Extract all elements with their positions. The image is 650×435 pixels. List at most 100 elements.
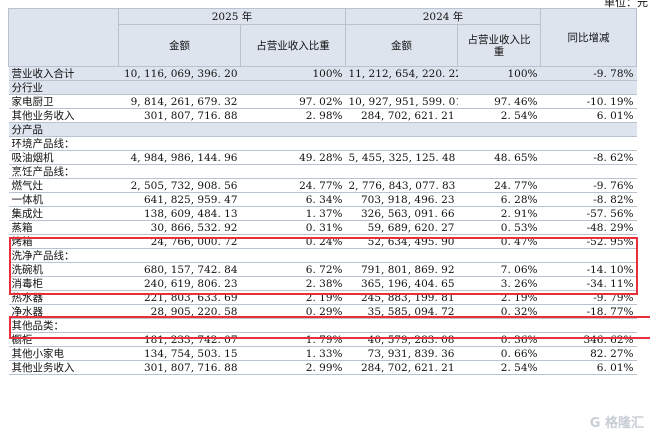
table-row: 洗碗机 680, 157, 742. 84 6. 72% 791, 801, 869.… [8, 262, 637, 277]
cell-share-2025: 1. 37% [240, 206, 346, 221]
cell-share-2024: 0. 32% [457, 304, 541, 319]
cell-amount-2025: 9, 814, 261, 679. 32 [118, 94, 241, 109]
revenue-table: 2025 年 2024 年 同比增减 金额 占营业收入比重 金额 占营业收入比重… [8, 8, 637, 375]
cell-yoy [540, 164, 637, 179]
cell-label: 蒸箱 [8, 220, 119, 235]
cell-share-2025: 2. 99% [240, 360, 346, 375]
cell-share-2024: 48. 65% [457, 150, 541, 165]
cell-share-2024: 24. 77% [457, 178, 541, 193]
cell-share-2024: 0. 66% [457, 346, 541, 361]
table-row: 蒸箱 30, 866, 532. 92 0. 31% 59, 689, 620. 27… [8, 220, 637, 235]
cell-yoy: -8. 82% [540, 192, 637, 207]
cell-share-2025 [240, 80, 346, 95]
cell-label: 一体机 [8, 192, 119, 207]
cell-yoy: -9. 78% [540, 66, 637, 81]
cell-label: 分产品 [8, 122, 119, 137]
header-blank [8, 8, 119, 67]
cell-share-2024: 2. 91% [457, 206, 541, 221]
cell-share-2025: 0. 29% [240, 304, 346, 319]
cell-yoy: -8. 62% [540, 150, 637, 165]
cell-yoy [540, 248, 637, 263]
cell-share-2025 [240, 248, 346, 263]
table-row: 其他品类： [8, 318, 637, 333]
table-row: 橱柜 181, 233, 742. 07 1. 79% 40, 579, 283. 0… [8, 332, 637, 347]
table-row: 其他业务收入 301, 807, 716. 88 2. 99% 284, 702, 6… [8, 360, 637, 375]
cell-amount-2025: 301, 807, 716. 88 [118, 108, 241, 123]
cell-yoy: -18. 77% [540, 304, 637, 319]
table-row: 净水器 28, 905, 220. 58 0. 29% 35, 585, 094. 7… [8, 304, 637, 319]
header-row-columns: 金额 占营业收入比重 金额 占营业收入比重 [9, 24, 637, 67]
cell-label: 烹饪产品线： [8, 164, 119, 179]
header-year-2025: 2025 年 [118, 8, 346, 25]
cell-yoy: -48. 29% [540, 220, 637, 235]
header-amount-2024: 金额 [345, 24, 458, 67]
cell-amount-2025: 4, 984, 986, 144. 96 [118, 150, 241, 165]
cell-share-2025: 0. 31% [240, 220, 346, 235]
cell-label: 营业收入合计 [8, 66, 119, 81]
cell-share-2024: 97. 46% [457, 94, 541, 109]
cell-amount-2024 [345, 318, 458, 333]
cell-amount-2025 [118, 136, 241, 151]
cell-yoy [540, 80, 637, 95]
table-row: 烹饪产品线： [8, 164, 637, 179]
cell-label: 吸油烟机 [8, 150, 119, 165]
table-row: 分行业 [8, 80, 637, 95]
cell-share-2024: 6. 28% [457, 192, 541, 207]
cell-amount-2024: 11, 212, 654, 220. 22 [345, 66, 458, 81]
cell-share-2025: 6. 72% [240, 262, 346, 277]
cell-yoy: -10. 19% [540, 94, 637, 109]
cell-share-2025 [240, 122, 346, 137]
table-row: 家电厨卫 9, 814, 261, 679. 32 97. 02% 10, 927, … [8, 94, 637, 109]
header-share-2025: 占营业收入比重 [240, 24, 346, 67]
header-yoy: 同比增减 [540, 8, 637, 67]
cell-share-2024 [457, 122, 541, 137]
cell-amount-2024 [345, 122, 458, 137]
cell-amount-2024: 2, 776, 843, 077. 83 [345, 178, 458, 193]
table-row: 一体机 641, 825, 959. 47 6. 34% 703, 918, 496.… [8, 192, 637, 207]
cell-share-2024 [457, 248, 541, 263]
cell-amount-2024: 5, 455, 325, 125. 48 [345, 150, 458, 165]
unit-label: 单位：元 [604, 0, 648, 9]
cell-label: 集成灶 [8, 206, 119, 221]
highlight-box-cooking [9, 237, 638, 295]
cell-share-2024: 2. 54% [457, 360, 541, 375]
cell-amount-2024: 59, 689, 620. 27 [345, 220, 458, 235]
cell-share-2025: 2. 38% [240, 276, 346, 291]
cell-amount-2024: 284, 702, 621. 21 [345, 108, 458, 123]
cell-share-2024 [457, 318, 541, 333]
table-row: 营业收入合计 10, 116, 069, 396. 20 100% 11, 212, … [8, 66, 637, 81]
cell-yoy: -34. 11% [540, 276, 637, 291]
cell-label: 燃气灶 [8, 178, 119, 193]
cell-share-2024: 100% [457, 66, 541, 81]
cell-amount-2024: 326, 563, 091. 66 [345, 206, 458, 221]
cell-label: 洗净产品线： [8, 248, 119, 263]
cell-label: 分行业 [8, 80, 119, 95]
cell-share-2025: 1. 79% [240, 332, 346, 347]
header-row-years: 2025 年 2024 年 同比增减 [8, 8, 637, 67]
cell-amount-2025: 301, 807, 716. 88 [118, 360, 241, 375]
cell-yoy: 6. 01% [540, 108, 637, 123]
cell-amount-2025 [118, 164, 241, 179]
cell-label: 其他业务收入 [8, 360, 119, 375]
table-row: 分产品 [8, 122, 637, 137]
cell-yoy: -9. 76% [540, 178, 637, 193]
cell-amount-2025 [118, 80, 241, 95]
cell-amount-2024: 365, 196, 404. 65 [345, 276, 458, 291]
header-share-2024: 占营业收入比重 [457, 24, 541, 67]
cell-share-2024: 7. 06% [457, 262, 541, 277]
cell-share-2024: 0. 36% [457, 332, 541, 347]
cell-amount-2025 [118, 318, 241, 333]
cell-share-2024 [457, 80, 541, 95]
cell-amount-2025 [118, 122, 241, 137]
table-row: 洗净产品线： [8, 248, 637, 263]
cell-amount-2025: 138, 609, 484. 13 [118, 206, 241, 221]
cell-amount-2024: 35, 585, 094. 72 [345, 304, 458, 319]
cell-amount-2025: 181, 233, 742. 07 [118, 332, 241, 347]
cell-amount-2024: 73, 931, 839. 36 [345, 346, 458, 361]
cell-label: 其他业务收入 [8, 108, 119, 123]
header-year-2024: 2024 年 [345, 8, 541, 25]
table-row: 其他业务收入 301, 807, 716. 88 2. 98% 284, 702, 6… [8, 108, 637, 123]
cell-yoy: -14. 10% [540, 262, 637, 277]
cell-share-2024: 0. 53% [457, 220, 541, 235]
cell-share-2024 [457, 136, 541, 151]
